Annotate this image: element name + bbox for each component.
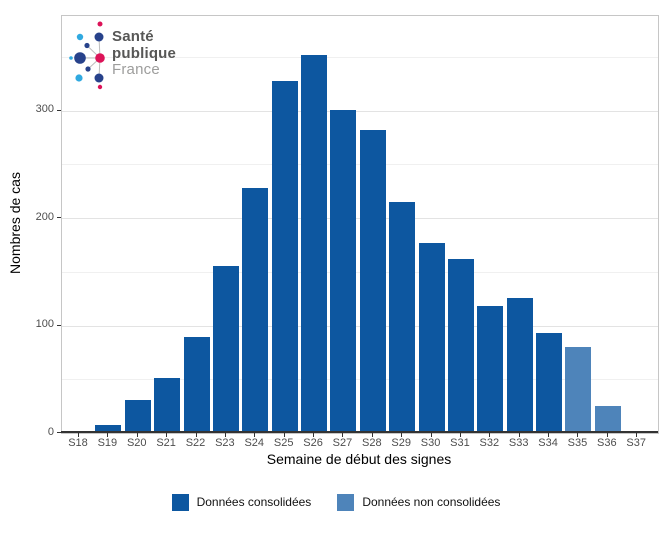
x-tick-s36 — [606, 433, 608, 437]
x-tick-s26 — [313, 433, 315, 437]
legend-label-non-consolidees: Données non consolidées — [362, 495, 501, 509]
bar-s27 — [330, 109, 357, 433]
bar-s25 — [271, 80, 298, 433]
x-tick-s20 — [136, 433, 138, 437]
sante-publique-france-logo — [69, 21, 105, 90]
x-tick-label-s36: S36 — [597, 437, 617, 449]
legend-item-consolidees: Données consolidées — [171, 493, 312, 511]
bar-s31 — [447, 258, 474, 433]
x-tick-label-s18: S18 — [68, 437, 88, 449]
x-tick-s18 — [78, 433, 79, 437]
y-tick-0 — [57, 432, 61, 433]
bar-s21 — [154, 378, 181, 433]
x-tick-s31 — [459, 433, 461, 437]
x-tick-s19 — [107, 433, 109, 437]
bar-s19 — [95, 425, 122, 433]
x-tick-s35 — [577, 433, 579, 437]
x-tick-s27 — [342, 433, 344, 437]
x-tick-label-s22: S22 — [185, 437, 206, 449]
bar-s23 — [212, 266, 239, 433]
x-tick-label-s35: S35 — [567, 437, 588, 449]
legend-item-non-consolidees: Données non consolidées — [337, 493, 501, 511]
logo-text-sante: Santé — [112, 28, 154, 45]
x-tick-label-s28: S28 — [362, 437, 382, 449]
x-tick-s33 — [518, 433, 520, 437]
bar-s34 — [536, 333, 563, 433]
x-tick-label-s33: S33 — [508, 437, 529, 449]
x-tick-s34 — [548, 433, 550, 437]
y-tick-label-200: 200 — [35, 210, 54, 223]
bar-s35 — [565, 347, 592, 433]
x-tick-s21 — [166, 433, 168, 437]
y-tick-label-0: 0 — [47, 425, 54, 438]
bar-s29 — [389, 201, 416, 433]
logo-dot — [85, 66, 91, 72]
bar-s30 — [418, 242, 445, 433]
x-tick-label-s34: S34 — [538, 437, 558, 449]
gridline-major-300 — [62, 110, 658, 112]
x-tick-s28 — [371, 433, 373, 437]
legend: Données consolidées Données non consolid… — [0, 491, 672, 513]
x-tick-s37 — [636, 433, 638, 437]
logo-dot — [74, 52, 86, 64]
bar-s24 — [242, 187, 269, 433]
logo-dot — [94, 73, 104, 83]
legend-swatch-non-consolidees — [337, 493, 355, 511]
logo-dot — [94, 32, 104, 42]
x-tick-label-s30: S30 — [420, 437, 441, 449]
x-tick-label-s24: S24 — [244, 437, 265, 449]
legend-swatch-consolidees — [171, 493, 189, 511]
logo-dot — [69, 56, 73, 60]
x-tick-label-s21: S21 — [156, 437, 176, 449]
x-tick-label-s37: S37 — [626, 437, 646, 449]
x-tick-s23 — [224, 433, 226, 437]
x-tick-s24 — [254, 433, 256, 437]
x-tick-s25 — [283, 433, 285, 437]
x-tick-label-s27: S27 — [332, 437, 353, 449]
x-tick-label-s32: S32 — [479, 437, 500, 449]
logo-dot — [97, 21, 103, 27]
x-tick-label-s20: S20 — [126, 437, 147, 449]
y-tick-label-100: 100 — [35, 318, 54, 331]
x-tick-s22 — [195, 433, 197, 437]
logo-dot — [75, 74, 83, 82]
x-tick-label-s29: S29 — [391, 437, 411, 449]
bar-s28 — [359, 129, 386, 433]
x-tick-label-s23: S23 — [215, 437, 235, 449]
x-tick-s29 — [401, 433, 403, 437]
x-axis-line — [61, 431, 658, 433]
logo-dot — [84, 42, 90, 49]
y-tick-300 — [57, 109, 61, 111]
logo-text-publique: publique — [112, 44, 177, 62]
gridline-minor-350 — [62, 56, 658, 58]
legend-label-consolidees: Données consolidées — [196, 495, 312, 509]
bar-s20 — [124, 399, 151, 433]
y-tick-200 — [57, 217, 61, 219]
bar-s22 — [183, 337, 210, 433]
x-tick-label-s26: S26 — [303, 437, 323, 449]
bar-s36 — [594, 406, 621, 433]
logo-wordmark: Santé publique France — [112, 28, 177, 79]
x-tick-label-s31: S31 — [450, 437, 470, 449]
bar-s33 — [506, 297, 533, 433]
logo-text-france: France — [112, 61, 160, 78]
x-tick-s30 — [430, 433, 432, 437]
x-tick-s32 — [489, 433, 491, 437]
logo-dot — [97, 84, 103, 90]
bar-s32 — [477, 306, 504, 433]
y-tick-label-300: 300 — [35, 103, 54, 116]
y-tick-100 — [57, 324, 61, 326]
logo-dot — [76, 33, 84, 41]
bar-s26 — [301, 54, 328, 433]
x-tick-label-s25: S25 — [273, 437, 294, 449]
plot-area — [61, 15, 659, 434]
x-axis-title: Semaine de début des signes — [266, 451, 452, 467]
x-tick-label-s19: S19 — [97, 437, 118, 449]
logo-dot — [95, 53, 105, 63]
